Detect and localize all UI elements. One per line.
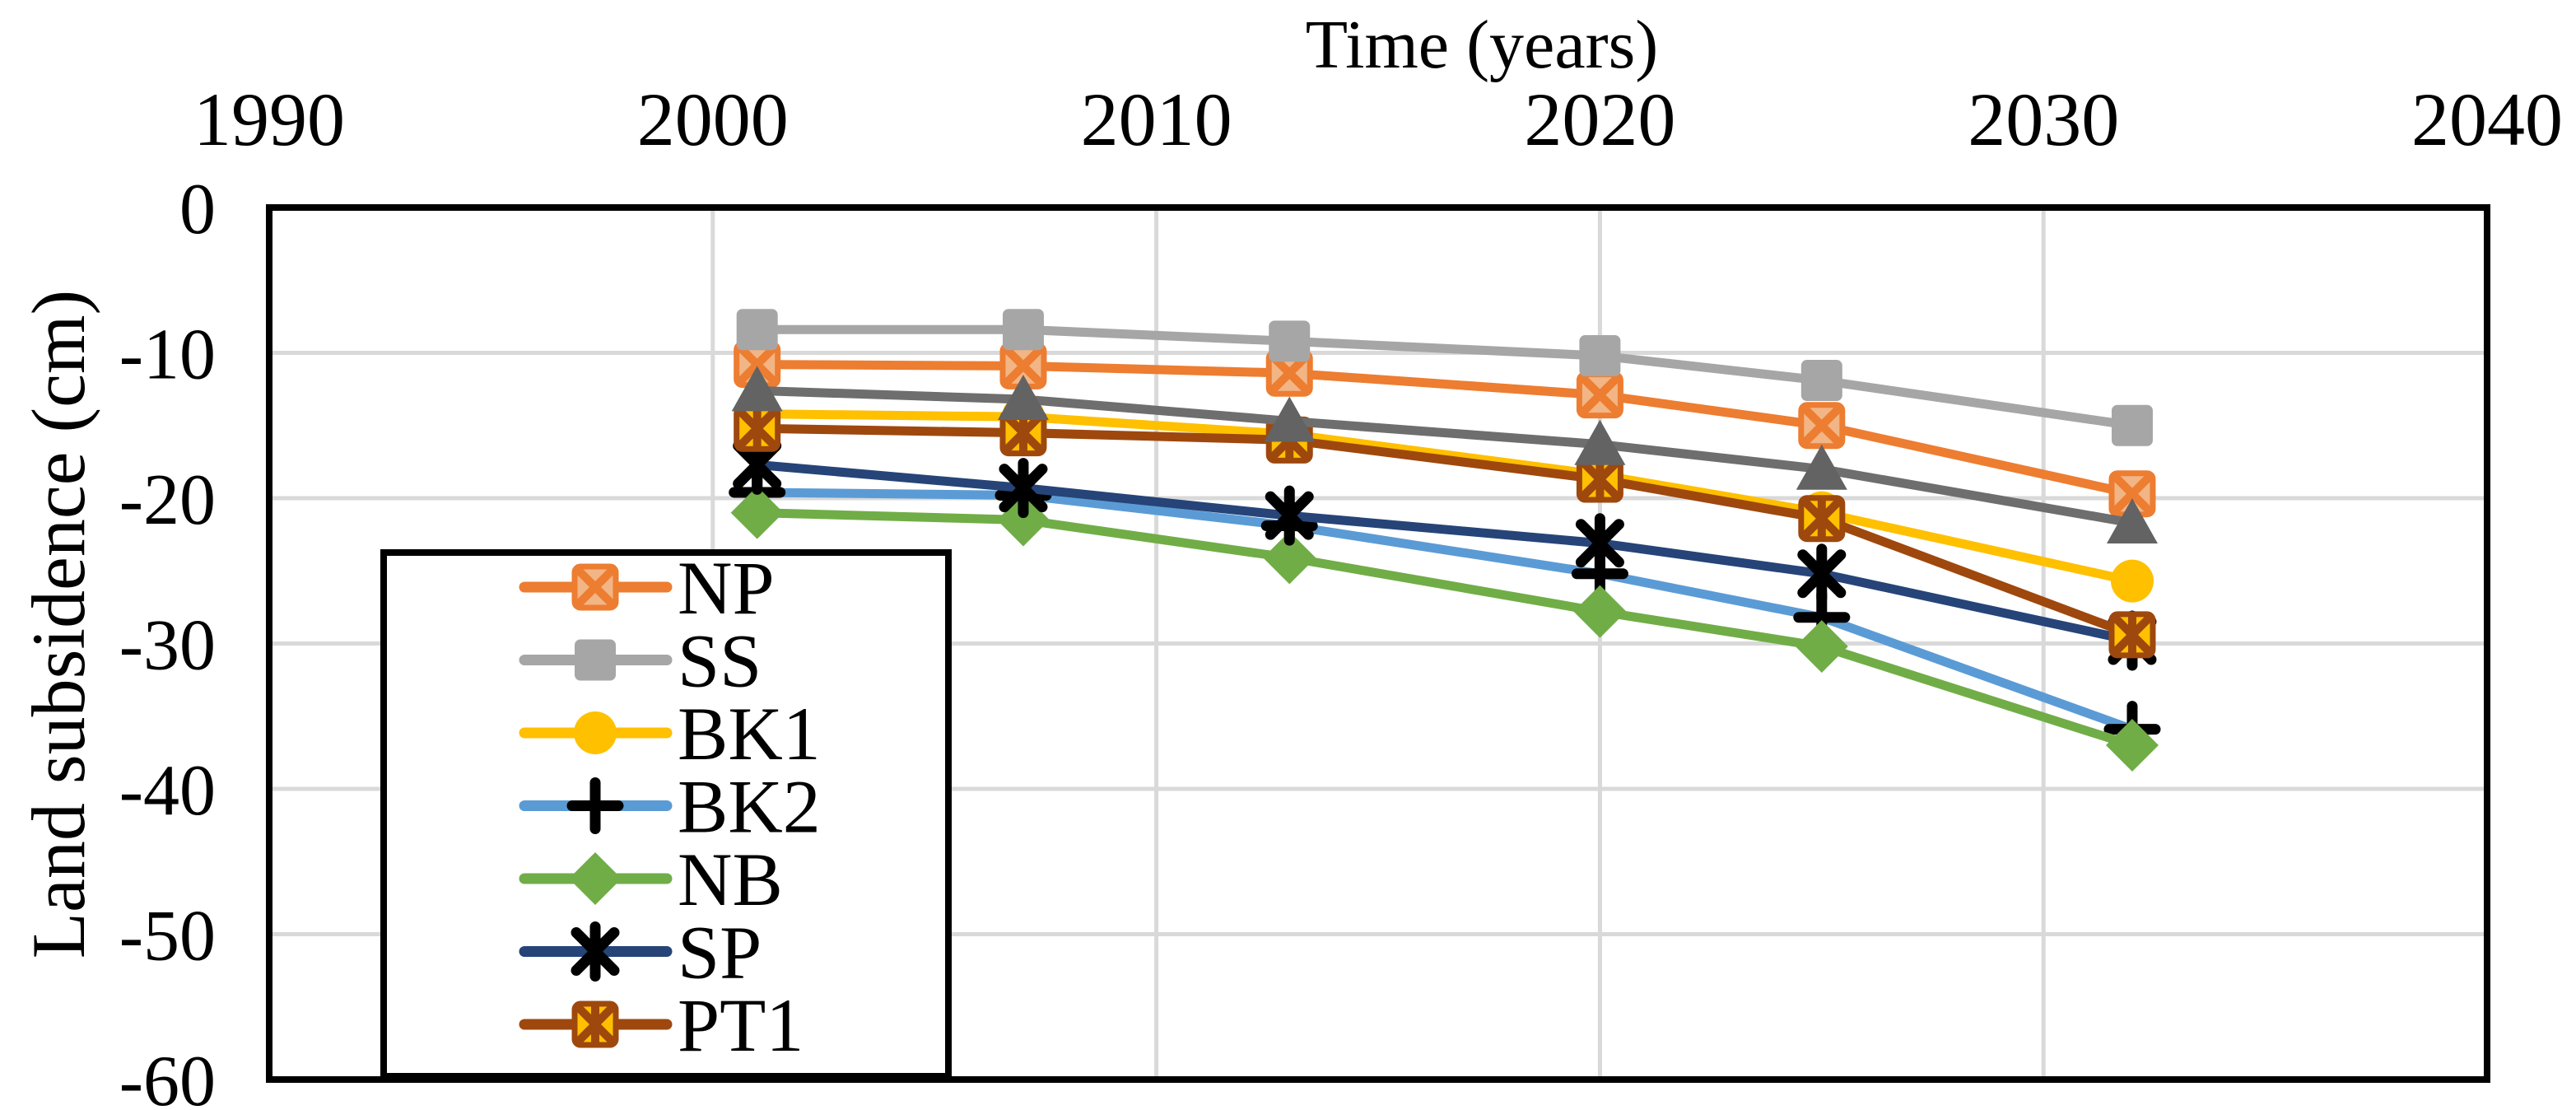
data-point-marker-unlabeled-triangle [1574, 419, 1626, 465]
y-tick-label: -30 [119, 606, 216, 686]
series-NB [730, 486, 2159, 772]
legend-item-SS: SS [519, 619, 762, 703]
legend-label-BK1: BK1 [678, 692, 821, 776]
data-point-marker-PT1 [2108, 611, 2156, 659]
data-point-marker-SS [1800, 360, 1842, 402]
legend-item-NP: NP [519, 546, 775, 630]
y-tick-label: 0 [179, 170, 216, 250]
series-unlabeled-triangle [731, 366, 2158, 544]
data-point-marker-unlabeled-triangle [1796, 444, 1847, 490]
data-point-marker-NB [1263, 531, 1316, 585]
data-point-marker-SP [999, 458, 1048, 519]
legend-box [380, 549, 952, 1080]
series-SS [736, 309, 2153, 446]
data-point-marker-SS [2111, 404, 2153, 446]
data-point-marker-SS [1269, 320, 1311, 362]
data-point-marker-SS [1002, 309, 1044, 351]
data-point-marker-SP [1575, 513, 1624, 574]
data-point-marker-SP [1265, 485, 1314, 546]
data-point-marker-unlabeled-triangle [2106, 498, 2158, 544]
data-point-marker-NP [1798, 402, 1846, 450]
series-line-NP [752, 360, 2137, 499]
x-axis-title: Time (years) [1306, 7, 1659, 83]
series-line-SS [752, 324, 2137, 431]
data-point-marker-legend-PT1 [571, 1000, 619, 1048]
data-point-marker-NB [1573, 585, 1627, 638]
y-tick-label: -50 [119, 897, 216, 977]
data-point-marker-SS [1579, 335, 1621, 377]
data-point-marker-unlabeled-triangle [1264, 396, 1316, 442]
series-line-SP [752, 459, 2137, 646]
data-point-marker-legend-SS [575, 639, 616, 681]
legend-item-BK1: BK1 [519, 692, 821, 776]
series-line-BK2 [752, 487, 2137, 735]
legend-label-PT1: PT1 [678, 983, 804, 1067]
series-line-NB [752, 508, 2137, 750]
data-point-marker-PT1 [1576, 455, 1623, 503]
x-tick-label: 2030 [1968, 77, 2119, 161]
series-line-PT1 [752, 423, 2137, 640]
legend-label-SP: SP [678, 911, 762, 995]
data-point-marker-legend-NP [571, 563, 619, 611]
y-tick-label: -10 [119, 315, 216, 395]
legend-item-NB: NB [519, 837, 783, 921]
x-tick-label: 2020 [1524, 77, 1675, 161]
data-point-marker-NB [1795, 620, 1848, 674]
series-NP [734, 341, 2156, 518]
data-point-marker-SP [1797, 543, 1847, 604]
series-line-unlabeled-triangle [752, 385, 2137, 528]
data-point-marker-legend-BK1 [574, 711, 617, 754]
data-point-marker-SS [736, 309, 778, 351]
data-point-marker-NP [2108, 470, 2156, 518]
x-tick-label: 1990 [193, 77, 345, 161]
plot-area-border [266, 204, 2490, 1083]
legend-item-PT1: PT1 [519, 983, 804, 1067]
x-tick-label: 2040 [2411, 77, 2563, 161]
legend-label-NB: NB [678, 837, 783, 921]
y-tick-label: -60 [119, 1042, 216, 1110]
legend-label-SS: SS [678, 619, 762, 703]
legend-item-BK2: BK2 [519, 765, 821, 849]
data-point-marker-PT1 [1798, 495, 1846, 543]
axis-ticks-layer: 1990 2000 2010 2020 2030 2040 0 -10 -20 -30 -40 -50… [119, 77, 2563, 1110]
data-point-marker-PT1 [999, 409, 1047, 457]
legend-label-BK2: BK2 [678, 765, 821, 849]
x-tick-label: 2000 [637, 77, 789, 161]
data-point-marker-legend-NB [569, 852, 622, 905]
data-point-marker-unlabeled-triangle [997, 374, 1049, 420]
legend-item-SP: SP [519, 911, 762, 995]
series-line-BK1 [752, 409, 2137, 586]
legend-label-NP: NP [678, 546, 775, 630]
data-point-marker-NP [1576, 371, 1623, 419]
series-layer [729, 309, 2161, 772]
y-axis-title: Land subsidence (cm) [16, 290, 100, 958]
y-tick-label: -40 [119, 751, 216, 831]
data-point-marker-PT1 [734, 404, 781, 452]
data-point-marker-legend-SP [571, 921, 620, 982]
data-point-marker-NB [730, 486, 784, 539]
data-point-marker-unlabeled-triangle [731, 366, 783, 412]
data-point-marker-NB [2105, 719, 2159, 772]
data-point-marker-NP [1265, 349, 1313, 397]
data-point-marker-legend-BK2 [566, 777, 624, 834]
data-point-marker-BK1 [2110, 559, 2154, 603]
y-tick-label: -20 [119, 460, 216, 540]
x-tick-label: 2010 [1081, 77, 1232, 161]
